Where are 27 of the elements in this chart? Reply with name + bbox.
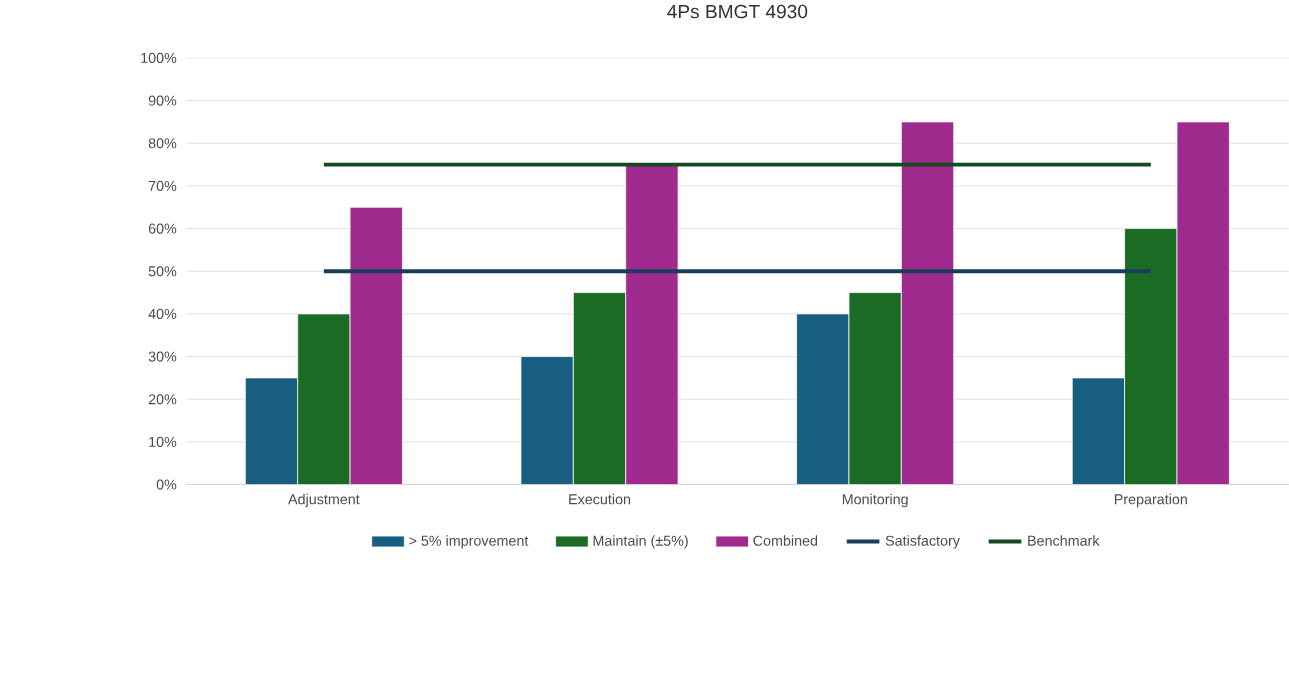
- y-tick-label: 20%: [148, 394, 177, 405]
- y-tick-label: 70%: [148, 180, 177, 191]
- bar: [1124, 228, 1178, 485]
- x-tick-label: Monitoring: [842, 493, 908, 507]
- legend-label: > 5% improvement: [409, 535, 529, 549]
- y-tick-label: 30%: [148, 351, 177, 362]
- x-tick-label: Adjustment: [288, 493, 360, 507]
- x-tick-label: Preparation: [1114, 493, 1187, 507]
- bar: [848, 292, 902, 485]
- legend-label: Satisfactory: [885, 535, 960, 549]
- bar: [244, 377, 299, 485]
- y-tick-label: 10%: [149, 436, 177, 447]
- legend-label: Benchmark: [1028, 535, 1100, 546]
- y-tick-label: 80%: [148, 138, 177, 149]
- legend-label: Combined: [753, 535, 818, 546]
- legend-label: Maintain (±5%): [593, 535, 688, 549]
- y-tick-label: 100%: [141, 52, 177, 63]
- bar: [297, 313, 351, 485]
- chart-title: 4Ps BMGT 4930: [667, 4, 808, 19]
- y-tick-label: 90%: [148, 95, 177, 106]
- x-tick-label: Execution: [569, 493, 631, 505]
- bar: [572, 292, 627, 485]
- bar: [1176, 121, 1230, 485]
- y-tick-label: 40%: [148, 308, 177, 319]
- y-tick-label: 60%: [148, 223, 177, 234]
- y-tick-label: 0%: [156, 479, 177, 490]
- y-tick-label: 50%: [148, 266, 177, 277]
